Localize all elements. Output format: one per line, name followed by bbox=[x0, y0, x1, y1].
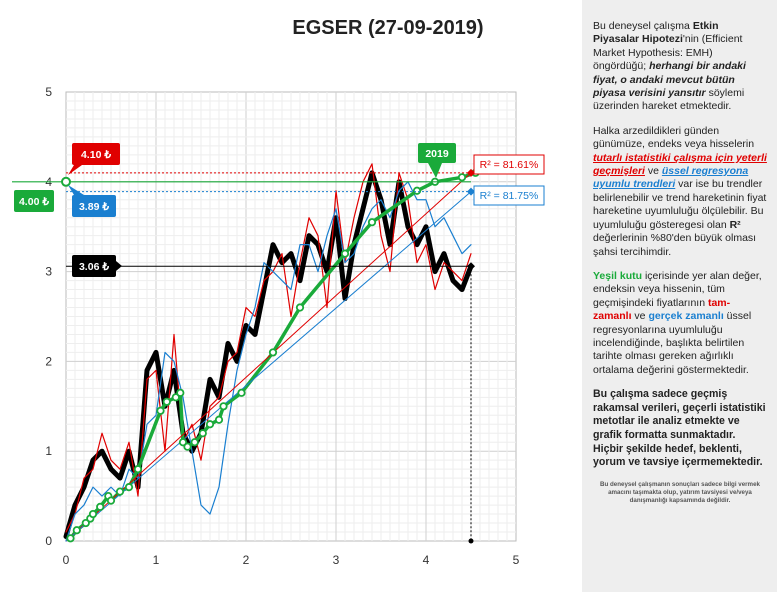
x-tick-label: 5 bbox=[513, 553, 520, 567]
r2-red-box bbox=[473, 154, 545, 175]
weighted-average-point bbox=[295, 303, 305, 312]
r2-blue-box bbox=[473, 185, 545, 206]
label-red-price-box bbox=[72, 143, 120, 165]
x-tick-label: 3 bbox=[333, 553, 340, 567]
weighted-average-point bbox=[88, 509, 98, 519]
weighted-average-point bbox=[115, 487, 125, 496]
label-blue-price-text: 3.89 ₺ bbox=[79, 201, 109, 213]
weighted-average-point bbox=[183, 442, 192, 451]
y-tick-label: 3 bbox=[45, 265, 52, 279]
panel-paragraph-3: Yeşil kutu içerisinde yer alan değer, en… bbox=[593, 269, 762, 376]
weighted-average-point bbox=[219, 402, 228, 411]
weighted-average-point bbox=[106, 496, 116, 505]
label-blue-price-box bbox=[72, 195, 116, 217]
weighted-average-point bbox=[237, 388, 246, 397]
weighted-average-point bbox=[205, 420, 215, 429]
trend-line-blue bbox=[65, 191, 472, 542]
label-blue-pointer bbox=[68, 185, 84, 195]
disclaimer-bold: Bu çalışma sadece geçmiş rakamsal verile… bbox=[593, 388, 766, 469]
label-year-pointer bbox=[428, 163, 442, 178]
weighted-average-point bbox=[72, 526, 81, 535]
weighted-average-point bbox=[214, 415, 224, 424]
weighted-average-point bbox=[198, 429, 207, 438]
label-year-text: 2019 bbox=[425, 148, 449, 160]
weighted-average-point bbox=[96, 502, 105, 511]
x-tick-label: 4 bbox=[423, 553, 430, 567]
x-tick-label: 1 bbox=[153, 553, 160, 567]
red-end-marker bbox=[467, 168, 475, 177]
trend-line-red bbox=[65, 172, 472, 542]
weighted-average-point bbox=[412, 186, 422, 195]
y-tick-label: 2 bbox=[45, 354, 52, 368]
label-red-pointer bbox=[68, 165, 82, 175]
weighted-average-point bbox=[162, 397, 171, 406]
r2-blue-text: R² = 81.75% bbox=[480, 190, 539, 202]
weighted-average-point bbox=[133, 465, 143, 474]
weighted-average-point bbox=[156, 406, 165, 415]
weighted-average-point bbox=[268, 348, 278, 357]
weighted-average-point bbox=[367, 218, 377, 227]
weighted-average-point bbox=[340, 249, 350, 258]
weighted-average-point bbox=[176, 388, 185, 397]
chart-title: EGSER (27-09-2019) bbox=[292, 17, 483, 39]
label-green-price-box bbox=[14, 190, 54, 212]
label-year-box bbox=[418, 143, 456, 163]
chart-area: EGSER (27-09-2019) 0 1 2 3 4 5 0 1 2 3 4 5 4.10 ₺ 4.00… bbox=[12, 17, 545, 567]
label-black-pointer bbox=[116, 261, 122, 271]
green-start-marker bbox=[61, 176, 71, 187]
ref-end-dot bbox=[468, 538, 474, 544]
label-black-price-text: 3.06 ₺ bbox=[79, 261, 109, 273]
r2-red-text: R² = 81.61% bbox=[480, 159, 539, 171]
weighted-average-point bbox=[190, 438, 199, 447]
weighted-average-point bbox=[124, 483, 134, 492]
weighted-average-point bbox=[457, 173, 467, 182]
black-end-marker bbox=[467, 262, 475, 271]
blue-end-marker bbox=[467, 187, 475, 196]
panel-paragraph-2: Halka arzedildikleri günden günümüze, en… bbox=[593, 124, 767, 258]
disclaimer-fine: Bu deneysel çalışmanın sonuçları sadece … bbox=[600, 480, 760, 505]
x-tick-label: 0 bbox=[63, 553, 70, 567]
label-black-price-box bbox=[72, 255, 116, 277]
label-red-price-text: 4.10 ₺ bbox=[81, 149, 111, 161]
weighted-average-point bbox=[66, 534, 75, 543]
price-series-blue bbox=[65, 181, 472, 542]
y-tick-label: 1 bbox=[45, 444, 52, 458]
y-tick-label: 5 bbox=[45, 85, 52, 99]
y-tick-label: 0 bbox=[45, 534, 52, 548]
panel-paragraph-1: Bu deneysel çalışma Etkin Piyasalar Hipo… bbox=[593, 20, 746, 113]
x-tick-label: 2 bbox=[243, 553, 250, 567]
label-green-price-text: 4.00 ₺ bbox=[19, 196, 49, 208]
info-panel: Bu deneysel çalışma Etkin Piyasalar Hipo… bbox=[582, 0, 777, 592]
